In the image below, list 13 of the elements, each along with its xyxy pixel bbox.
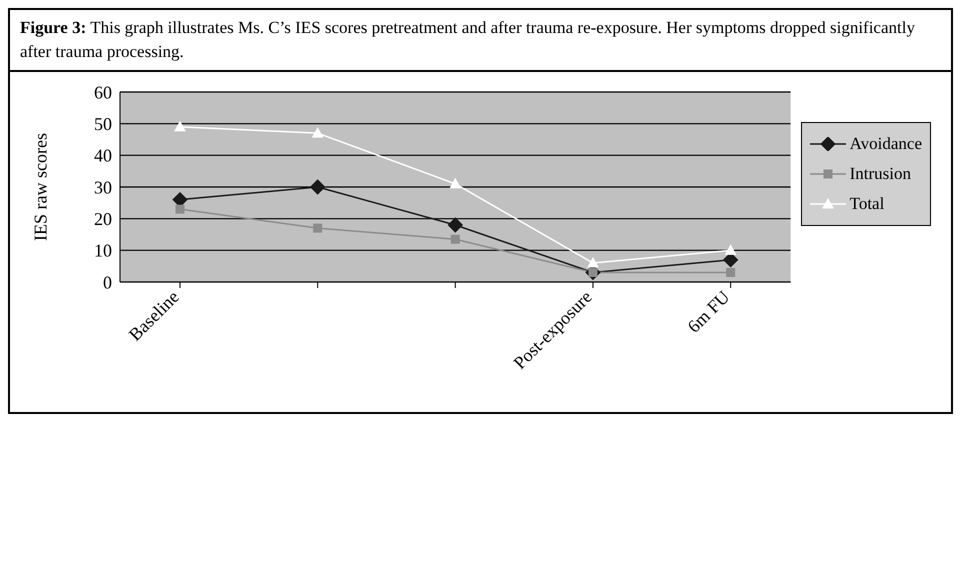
- y-tick-label: 0: [103, 272, 112, 292]
- legend-label: Avoidance: [850, 134, 922, 154]
- y-axis-title: IES raw scores: [30, 133, 50, 241]
- legend-label: Total: [850, 194, 884, 214]
- x-tick-label: 6m FU: [684, 286, 734, 337]
- y-tick-label: 10: [94, 240, 112, 261]
- legend-label: Intrusion: [850, 164, 912, 184]
- y-tick-label: 50: [94, 114, 112, 134]
- y-tick-label: 20: [94, 209, 112, 230]
- y-tick-label: 40: [94, 146, 112, 166]
- y-tick-label: 30: [94, 177, 112, 198]
- chart-title: Figure 3: This graph illustrates Ms. C’s IES scores pretreatment and after trauma re-exposure. Her symptoms dropped significantly after trauma processing.: [20, 18, 915, 61]
- y-tick-label: 60: [94, 82, 112, 102]
